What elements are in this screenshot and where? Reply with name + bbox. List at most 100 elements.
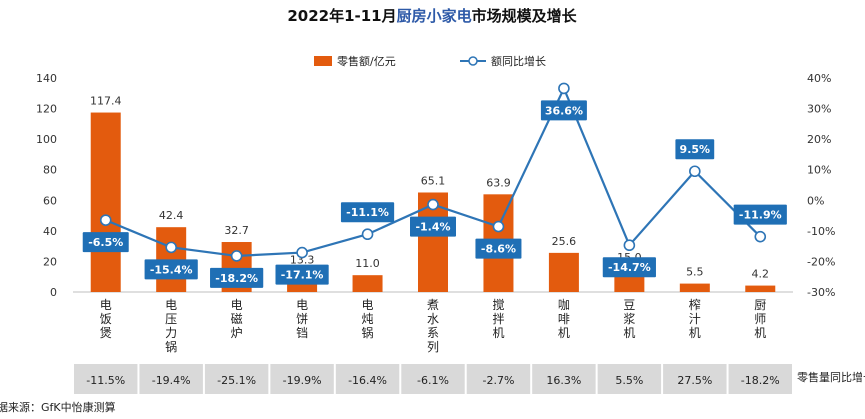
volume-cell xyxy=(401,364,465,394)
growth-value-label: -8.6% xyxy=(481,243,516,256)
bar-value-label: 117.4 xyxy=(90,95,122,108)
growth-point xyxy=(165,241,177,254)
bar-value-label: 63.9 xyxy=(486,176,511,189)
growth-point xyxy=(689,165,701,178)
left-tick-label: 140 xyxy=(36,72,57,85)
left-tick-label: 40 xyxy=(43,225,57,238)
right-tick-label: -30% xyxy=(807,286,835,299)
volume-cell-value: -11.5% xyxy=(86,374,125,387)
growth-value-label: -17.1% xyxy=(281,269,324,282)
right-tick-label: 20% xyxy=(807,133,831,146)
growth-value-label: -14.7% xyxy=(608,261,651,274)
category-label: 电饭煲 xyxy=(100,298,112,340)
growth-label-box xyxy=(144,259,198,280)
growth-value-label: -11.9% xyxy=(739,209,782,222)
growth-point xyxy=(99,214,112,226)
volume-cell-value: -18.2% xyxy=(741,374,780,387)
bar-value-label: 5.5 xyxy=(686,266,704,279)
volume-cell-value: -19.9% xyxy=(283,374,322,387)
left-axis-ticks: 0 20 40 60 80 100 120 140 xyxy=(36,72,57,299)
growth-point xyxy=(558,82,570,95)
volume-growth-label: 零售量同比增长 xyxy=(797,370,865,384)
category-label: 电饼铛 xyxy=(296,298,308,340)
category-label: 搅拌机 xyxy=(492,297,504,340)
bar-8 xyxy=(548,252,579,292)
growth-point xyxy=(492,220,505,233)
growth-point xyxy=(427,198,439,211)
bar-value-label: 11.0 xyxy=(355,257,380,270)
category-label: 豆浆机 xyxy=(623,298,635,340)
left-tick-label: 80 xyxy=(43,164,57,177)
volume-cell xyxy=(597,364,662,394)
right-axis-ticks: -30% -20% -10% 0% 10% 20% 30% 40% xyxy=(807,72,835,299)
legend: 零售额/亿元 额同比增长 xyxy=(314,54,546,68)
growth-point xyxy=(230,250,243,262)
volume-cell-value: 27.5% xyxy=(677,374,712,387)
legend-line-label: 额同比增长 xyxy=(491,54,546,68)
growth-label-box xyxy=(675,139,715,160)
growth-value-label: -18.2% xyxy=(215,272,258,285)
growth-value-label: -15.4% xyxy=(150,263,193,276)
growth-label-box xyxy=(602,257,656,278)
source-note: 数据来源：GfK中怡康测算 xyxy=(0,400,116,414)
volume-cell-value: 16.3% xyxy=(546,374,581,387)
legend-bar-label: 零售额/亿元 xyxy=(337,54,396,68)
bar-value-label: 32.7 xyxy=(224,224,249,237)
chart-title: 2022年1-11月厨房小家电市场规模及增长 xyxy=(287,7,577,25)
right-tick-label: -20% xyxy=(807,255,835,268)
category-label: 咖啡机 xyxy=(558,297,570,340)
volume-cell xyxy=(204,364,269,394)
volume-cell-value: 5.5% xyxy=(615,374,643,387)
growth-label-box xyxy=(340,202,395,223)
growth-label-box xyxy=(410,216,456,237)
right-tick-label: 0% xyxy=(807,194,824,207)
volume-cell xyxy=(74,364,138,394)
volume-cell xyxy=(335,364,400,394)
left-tick-label: 60 xyxy=(43,194,57,207)
growth-point xyxy=(361,228,374,241)
bar-value-label: 25.6 xyxy=(552,235,577,248)
bar-data-labels: 117.442.432.713.311.065.163.925.615.05.5… xyxy=(90,95,769,281)
growth-value-label: -1.4% xyxy=(415,221,450,234)
bar-11 xyxy=(745,285,776,292)
left-tick-label: 100 xyxy=(36,133,57,146)
growth-label-box xyxy=(733,204,787,225)
volume-cell xyxy=(466,364,531,394)
category-label: 电磁炉 xyxy=(231,298,243,340)
left-tick-label: 120 xyxy=(36,103,57,116)
growth-label-box xyxy=(210,267,264,288)
growth-line-series: -6.5% -15.4% -18.2% -17.1% -11.1% -1.4% -8.6% 3… xyxy=(82,82,787,288)
growth-point xyxy=(296,246,308,259)
growth-label-box xyxy=(475,238,522,259)
category-labels: 电饭煲 电压力锅 电磁炉 电饼铛 电炖锅 煮水系列 搅拌机 咖啡机 豆浆机 榨汁机 厨师机 xyxy=(100,297,767,354)
category-label: 电压力锅 xyxy=(165,298,177,354)
growth-value-label: 9.5% xyxy=(680,143,711,156)
category-label: 电炖锅 xyxy=(362,298,374,340)
right-tick-label: 40% xyxy=(807,72,831,85)
growth-label-box xyxy=(82,232,129,253)
growth-point xyxy=(623,239,636,252)
growth-point xyxy=(754,230,767,243)
growth-value-label: -11.1% xyxy=(346,206,389,219)
growth-value-label: -6.5% xyxy=(88,236,123,249)
volume-cell-value: -16.4% xyxy=(348,374,387,387)
volume-cell xyxy=(663,364,727,394)
volume-cell xyxy=(728,364,792,394)
bar-10 xyxy=(679,283,710,292)
right-tick-label: -10% xyxy=(807,225,835,238)
bar-value-label: 4.2 xyxy=(752,268,770,281)
volume-growth-row: -11.5% -19.4% -25.1% -19.9% -16.4% -6.1% -2.7%… xyxy=(74,364,792,394)
bar-1 xyxy=(90,112,121,292)
right-tick-label: 10% xyxy=(807,164,831,177)
volume-cell-value: -19.4% xyxy=(152,374,191,387)
category-label: 煮水系列 xyxy=(427,298,439,354)
bar-value-label: 13.3 xyxy=(290,254,315,267)
category-label: 榨汁机 xyxy=(689,297,701,340)
legend-bar-swatch xyxy=(314,56,332,66)
left-tick-label: 0 xyxy=(50,286,57,299)
bar-value-label: 42.4 xyxy=(159,209,184,222)
bar-5 xyxy=(352,275,383,292)
growth-value-label: 36.6% xyxy=(545,104,583,117)
volume-cell xyxy=(139,364,203,394)
